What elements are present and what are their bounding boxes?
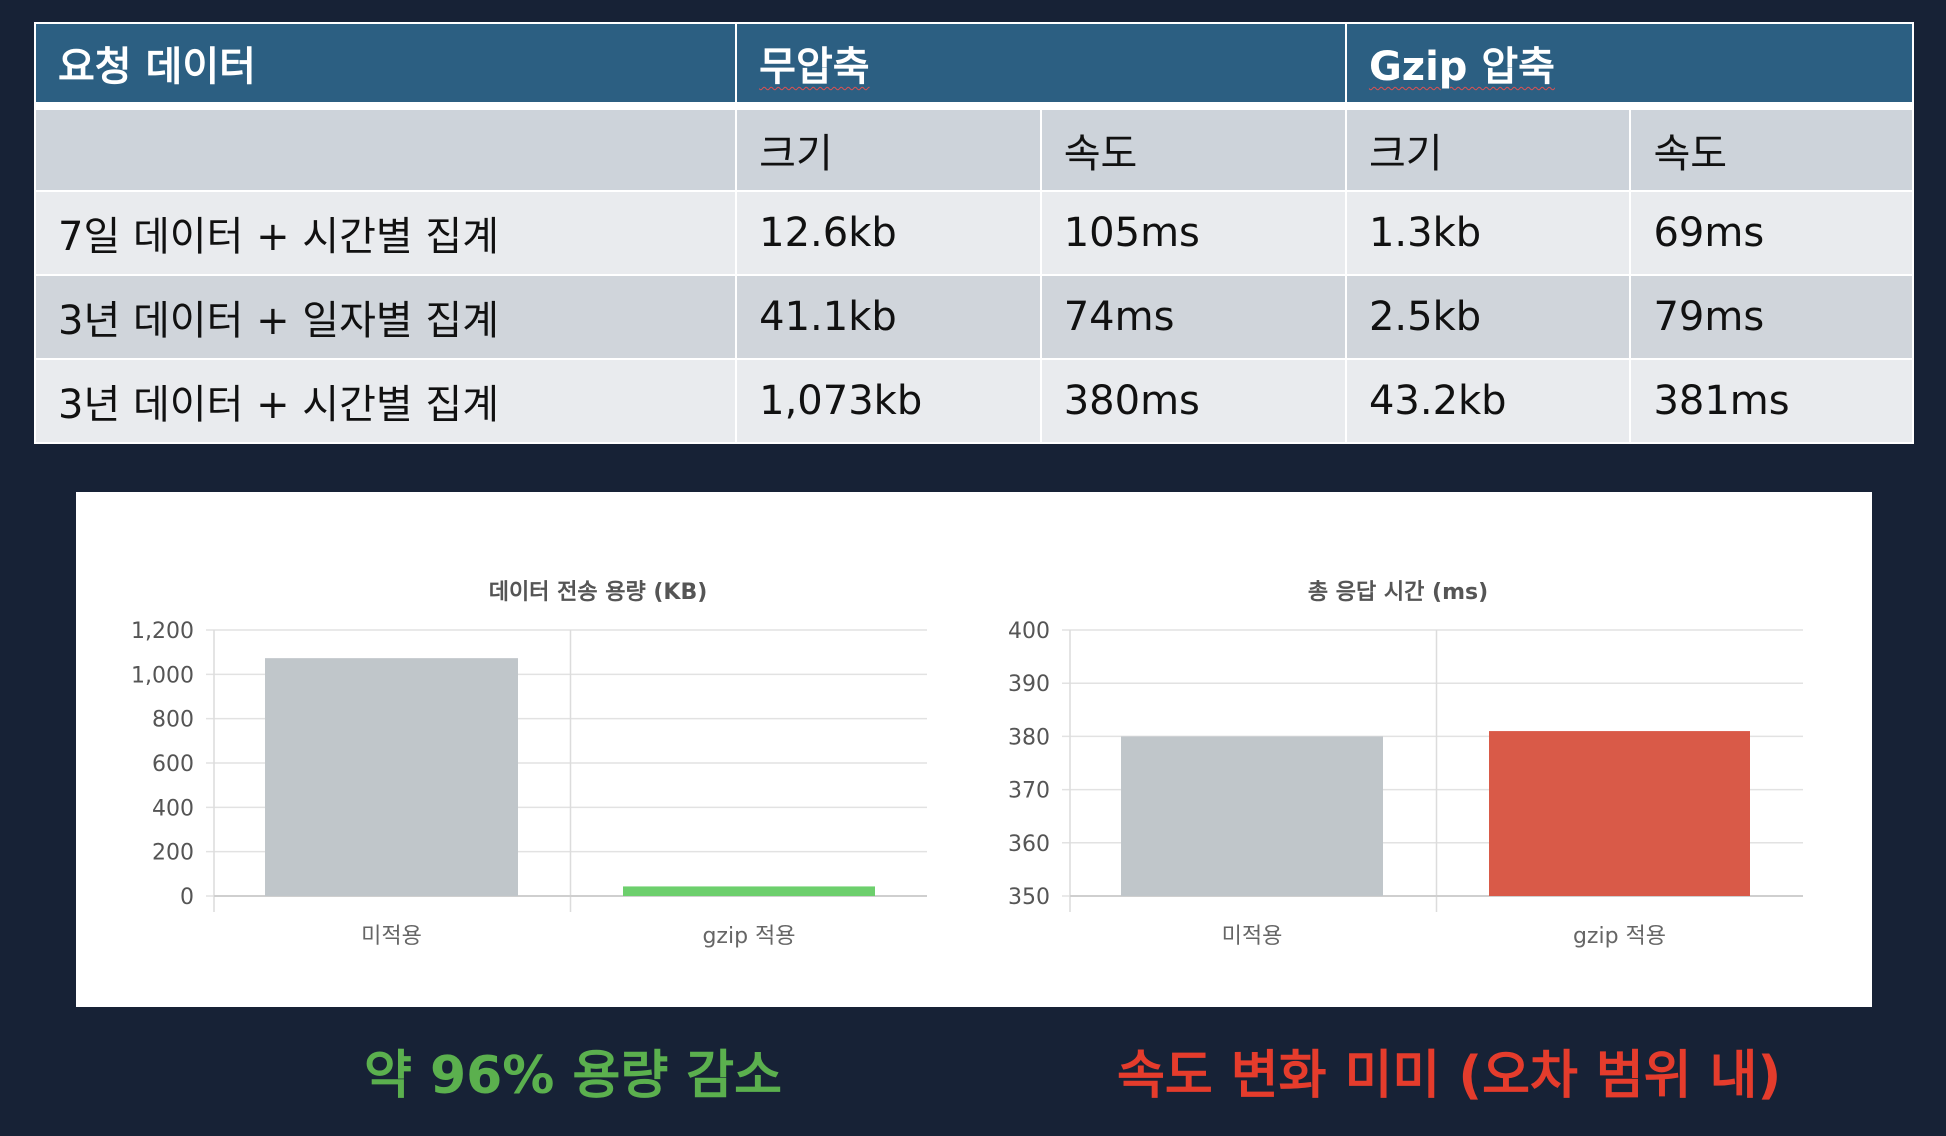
y-tick-label: 370 — [1008, 779, 1050, 804]
table-cell: 1,073kb — [735, 358, 1042, 444]
subheader-cell: 속도 — [1629, 105, 1914, 192]
header-uncompressed: 무압축 — [735, 22, 1347, 110]
table-cell: 43.2kb — [1344, 358, 1632, 444]
y-tick-label: 400 — [152, 796, 194, 821]
subheader-cell: 크기 — [1344, 105, 1632, 192]
table-header-row: 요청 데이터 무압축 Gzip 압축 — [33, 22, 1915, 110]
header-uncompressed-label: 무압축 — [759, 44, 870, 90]
y-tick-label: 390 — [1008, 672, 1050, 697]
comparison-table: 요청 데이터 무압축 Gzip 압축 크기 속도 크기 속도 7일 데이터 + … — [33, 22, 1915, 444]
caption-size-reduction: 약 96% 용량 감소 — [364, 1046, 782, 1106]
table-subheader-row: 크기 속도 크기 속도 — [33, 105, 1914, 192]
table-row: 7일 데이터 + 시간별 집계 12.6kb 105ms 1.3kb 69ms — [33, 190, 1914, 276]
y-tick-label: 350 — [1008, 885, 1050, 910]
header-request-data: 요청 데이터 — [33, 22, 738, 110]
table-cell: 3년 데이터 + 시간별 집계 — [33, 358, 738, 444]
table-cell: 7일 데이터 + 시간별 집계 — [33, 190, 738, 276]
x-tick-label: gzip 적용 — [1573, 924, 1666, 949]
caption-speed-change: 속도 변화 미미 (오차 범위 내) — [1117, 1046, 1782, 1106]
subheader-cell — [33, 105, 738, 192]
subheader-cell: 속도 — [1039, 105, 1347, 192]
table-cell: 79ms — [1629, 274, 1914, 360]
table-cell: 2.5kb — [1344, 274, 1632, 360]
table-cell: 41.1kb — [735, 274, 1042, 360]
bar-uncompressed — [1121, 736, 1383, 896]
y-tick-label: 1,000 — [131, 663, 194, 688]
y-tick-label: 600 — [152, 752, 194, 777]
table-row: 3년 데이터 + 시간별 집계 1,073kb 380ms 43.2kb 381… — [33, 358, 1914, 444]
y-tick-label: 1,200 — [131, 619, 194, 644]
bar-gzip — [623, 886, 875, 896]
bar-gzip — [1489, 731, 1750, 896]
charts-svg: 데이터 전송 용량 (KB) 0 200 400 600 800 1,000 1,200 미적용… — [131, 580, 1803, 949]
table-cell: 1.3kb — [1344, 190, 1632, 276]
y-tick-label: 380 — [1008, 725, 1050, 750]
table-cell: 381ms — [1629, 358, 1914, 444]
table-row: 3년 데이터 + 일자별 집계 41.1kb 74ms 2.5kb 79ms — [33, 274, 1914, 360]
header-gzip: Gzip 압축 — [1344, 22, 1915, 110]
y-tick-label: 400 — [1008, 619, 1050, 644]
header-gzip-label: Gzip 압축 — [1368, 44, 1555, 90]
y-tick-label: 200 — [152, 841, 194, 866]
table-cell: 380ms — [1039, 358, 1347, 444]
bar-uncompressed — [265, 658, 518, 896]
x-tick-label: 미적용 — [1222, 924, 1283, 949]
table-cell: 12.6kb — [735, 190, 1042, 276]
x-tick-label: 미적용 — [361, 924, 422, 949]
table-cell: 3년 데이터 + 일자별 집계 — [33, 274, 738, 360]
y-tick-label: 360 — [1008, 832, 1050, 857]
table-cell: 74ms — [1039, 274, 1347, 360]
x-tick-label: gzip 적용 — [702, 924, 795, 949]
table-cell: 69ms — [1629, 190, 1914, 276]
charts-panel: 데이터 전송 용량 (KB) 0 200 400 600 800 1,000 1,200 미적용… — [76, 492, 1872, 1007]
subheader-cell: 크기 — [735, 105, 1042, 192]
chart-title: 총 응답 시간 (ms) — [1308, 580, 1488, 605]
y-tick-label: 0 — [180, 885, 194, 910]
table-cell: 105ms — [1039, 190, 1347, 276]
chart-title: 데이터 전송 용량 (KB) — [489, 580, 708, 605]
y-tick-label: 800 — [152, 708, 194, 733]
